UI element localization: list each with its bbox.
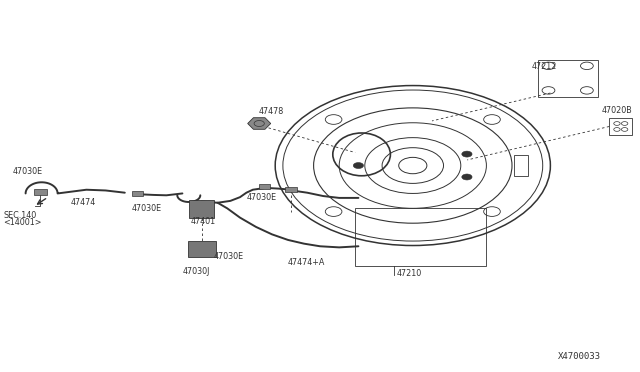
Circle shape — [462, 174, 472, 180]
Text: 47210: 47210 — [397, 269, 422, 278]
Bar — [189, 200, 214, 218]
Text: SEC.140: SEC.140 — [3, 211, 36, 219]
Bar — [285, 187, 297, 192]
Text: 47401: 47401 — [191, 217, 216, 226]
Text: 47030E: 47030E — [13, 167, 43, 176]
Text: 47478: 47478 — [259, 107, 284, 116]
Bar — [609, 118, 632, 135]
Text: 47030E: 47030E — [246, 193, 276, 202]
Circle shape — [462, 151, 472, 157]
Bar — [132, 191, 143, 196]
Text: 47030J: 47030J — [182, 267, 210, 276]
Circle shape — [353, 163, 364, 169]
Bar — [34, 189, 47, 195]
Bar — [188, 241, 216, 257]
Text: 47030E: 47030E — [214, 252, 244, 261]
Polygon shape — [248, 118, 271, 129]
Text: 47020B: 47020B — [602, 106, 632, 115]
Bar — [259, 184, 270, 189]
Bar — [355, 208, 486, 266]
Text: 47474: 47474 — [70, 198, 95, 207]
Text: 47212: 47212 — [531, 62, 557, 71]
Text: 47030E: 47030E — [131, 204, 161, 213]
Text: 47474+A: 47474+A — [288, 258, 325, 267]
Text: X4700033: X4700033 — [558, 352, 601, 361]
Text: <14001>: <14001> — [3, 218, 42, 227]
